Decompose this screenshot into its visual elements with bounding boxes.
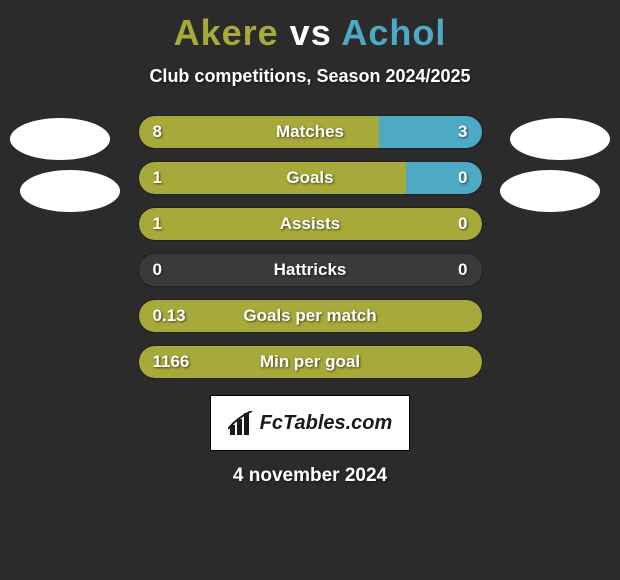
- stat-value-left: 1: [153, 214, 162, 234]
- player-right-name: Achol: [341, 12, 446, 53]
- stat-bar-right: [406, 162, 481, 194]
- logo-text: FcTables.com: [228, 411, 393, 435]
- stat-bar-left: [139, 162, 407, 194]
- player-left-name: Akere: [174, 12, 279, 53]
- subtitle: Club competitions, Season 2024/2025: [0, 66, 620, 87]
- stat-row: 0 0 Hattricks: [138, 253, 483, 287]
- stat-value-right: 0: [458, 214, 467, 234]
- stat-value-left: 1166: [153, 352, 190, 372]
- vs-text: vs: [290, 12, 332, 53]
- stat-row: 0.13 Goals per match: [138, 299, 483, 333]
- fctables-logo: FcTables.com: [210, 395, 410, 451]
- date-text: 4 november 2024: [0, 465, 620, 487]
- stat-value-left: 0.13: [153, 306, 186, 326]
- club-badge: [500, 170, 600, 212]
- stat-value-left: 0: [153, 260, 162, 280]
- stat-label: Goals: [286, 168, 333, 188]
- stat-row: 1166 Min per goal: [138, 345, 483, 379]
- stat-row: 8 3 Matches: [138, 115, 483, 149]
- stat-label: Goals per match: [243, 306, 376, 326]
- stat-label: Hattricks: [274, 260, 347, 280]
- club-badge: [10, 118, 110, 160]
- stat-value-right: 3: [458, 122, 467, 142]
- stat-row: 1 0 Assists: [138, 207, 483, 241]
- logo-label: FcTables.com: [260, 412, 393, 435]
- stat-value-left: 1: [153, 168, 162, 188]
- club-badge: [510, 118, 610, 160]
- bar-chart-icon: [228, 411, 256, 435]
- stat-value-right: 0: [458, 260, 467, 280]
- stat-value-left: 8: [153, 122, 162, 142]
- stat-row: 1 0 Goals: [138, 161, 483, 195]
- stat-value-right: 0: [458, 168, 467, 188]
- club-badge: [20, 170, 120, 212]
- stat-label: Assists: [280, 214, 340, 234]
- comparison-title: Akere vs Achol: [0, 0, 620, 54]
- stat-label: Matches: [276, 122, 344, 142]
- stat-label: Min per goal: [260, 352, 360, 372]
